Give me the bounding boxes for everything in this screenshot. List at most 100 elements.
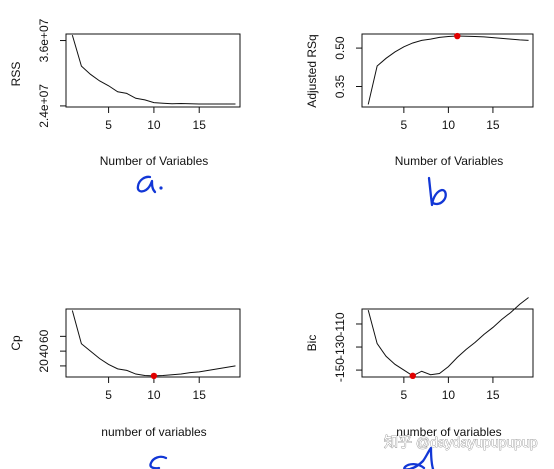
adjusted-rsq-points [367, 32, 530, 106]
bic-xtick-label-5: 5 [401, 388, 408, 402]
cp-point-17 [216, 368, 218, 370]
rss-point-9 [144, 99, 146, 101]
bic-ytick-label-2: -110 [333, 312, 347, 335]
cp-xtick-label-15: 15 [193, 388, 207, 402]
cp-point-5 [108, 364, 110, 366]
rss-point-18 [226, 103, 228, 105]
adjusted-rsq-point-2 [376, 65, 378, 67]
adjusted-rsq-axes [361, 33, 534, 108]
bic-point-10 [447, 366, 449, 368]
rss-point-6 [117, 91, 119, 93]
rss-xtick-label-5: 5 [105, 118, 112, 132]
bic-point-16 [501, 318, 503, 320]
adjusted-rsq-highlight-point [454, 32, 461, 40]
adjusted-rsq-point-1 [367, 104, 369, 106]
bic-point-9 [439, 373, 441, 375]
adjusted-rsq-point-12 [465, 35, 467, 37]
bic-point-14 [483, 333, 485, 335]
cp-series-line [71, 310, 236, 377]
bic-point-11 [456, 357, 458, 359]
rss-xticks: 5 10 15 [105, 107, 206, 132]
cp-point-3 [90, 350, 92, 352]
rss-xtick-label-15: 15 [193, 118, 207, 132]
rss-point-2 [81, 65, 83, 67]
cp-ytick-label-1: 40 [37, 344, 51, 358]
cp-point-15 [198, 371, 200, 373]
rss-ytick-label-1: 3.6e+07 [37, 18, 51, 62]
adjusted-rsq-point-19 [528, 40, 530, 42]
bic-ytick-label-1: -130 [333, 335, 347, 359]
cp-x-axis-label: number of variables [101, 425, 206, 439]
rss-ytick-label-0: 2.4e+07 [37, 84, 51, 128]
adjusted-rsq-point-17 [510, 38, 512, 40]
cp-ytick-label-0: 20 [37, 359, 51, 373]
bic-xtick-label-15: 15 [486, 388, 500, 402]
annotation-c: c [149, 455, 168, 469]
cp-point-18 [226, 366, 228, 368]
bic-y-axis-label: Bic [305, 335, 319, 352]
bic-axes [361, 308, 534, 378]
rss-point-11 [162, 102, 164, 104]
rss-point-19 [235, 103, 237, 105]
rss-plot-box [65, 33, 241, 108]
cp-point-13 [180, 373, 182, 375]
cp-point-8 [135, 373, 137, 375]
cp-axes [65, 308, 241, 378]
cp-point-2 [81, 343, 83, 345]
cp-y-axis-label: Cp [9, 335, 23, 351]
bic-highlight-point [409, 372, 416, 380]
adjusted-rsq-xtick-label-5: 5 [401, 118, 408, 132]
cp-ytick-label-2: 60 [37, 329, 51, 343]
cp-point-11 [162, 375, 164, 377]
adjusted-rsq-xtick-label-10: 10 [442, 118, 456, 132]
rss-point-5 [108, 85, 110, 87]
cp-xticks: 5 10 15 [105, 377, 206, 402]
adjusted-rsq-point-4 [394, 51, 396, 53]
bic-point-7 [421, 370, 423, 372]
adjusted-rsq-x-axis-label: Number of Variables [395, 154, 504, 168]
bic-points [367, 297, 530, 380]
adjusted-rsq-ytick-label-1: 0.50 [333, 36, 347, 60]
bic-point-13 [474, 342, 476, 344]
bic-point-1 [367, 309, 369, 311]
annotation-b: b [427, 176, 447, 207]
rss-yticks: 2.4e+07 3.6e+07 [37, 18, 66, 128]
cp-point-4 [99, 358, 101, 360]
chart-panel-adjusted-rsq: 5 10 15 0.35 0.50 Number of Variables Adjus… [305, 32, 534, 207]
rss-points [71, 34, 236, 105]
bic-point-18 [519, 303, 521, 305]
adjusted-rsq-point-14 [483, 36, 485, 38]
bic-point-4 [394, 363, 396, 365]
adjusted-rsq-y-axis-label: Adjusted RSq [305, 34, 319, 107]
cp-point-14 [189, 372, 191, 374]
adjusted-rsq-point-16 [501, 37, 503, 39]
rss-y-axis-label: RSS [9, 62, 23, 87]
adjusted-rsq-xticks: 5 10 15 [401, 107, 500, 132]
adjusted-rsq-xtick-label-15: 15 [486, 118, 500, 132]
rss-axes [65, 33, 241, 108]
annotation-a: a. [136, 175, 163, 194]
bic-point-19 [528, 297, 530, 299]
bic-point-15 [492, 327, 494, 329]
adjusted-rsq-series-line [367, 35, 529, 105]
cp-plot-box [65, 308, 241, 378]
bic-point-8 [430, 374, 432, 376]
bic-point-12 [465, 348, 467, 350]
cp-point-6 [117, 368, 119, 370]
bic-xticks: 5 10 15 [401, 377, 500, 402]
rss-x-axis-label: Number of Variables [100, 154, 209, 168]
adjusted-rsq-point-5 [403, 46, 405, 48]
cp-points [81, 343, 228, 380]
cp-point-9 [144, 375, 146, 377]
adjusted-rsq-ytick-label-0: 0.35 [333, 75, 347, 99]
adjusted-rsq-plot-box [361, 33, 534, 108]
bic-point-17 [510, 312, 512, 314]
bic-series-line [367, 297, 529, 377]
cp-xtick-label-5: 5 [105, 388, 112, 402]
chart-panel-rss: 5 10 15 2.4e+07 3.6e+07 Number of Variables… [9, 18, 241, 194]
adjusted-rsq-point-9 [439, 36, 441, 38]
watermark-text: 知乎 @daydayupupupup [384, 434, 538, 450]
adjusted-rsq-point-3 [385, 57, 387, 59]
cp-point-12 [171, 374, 173, 376]
